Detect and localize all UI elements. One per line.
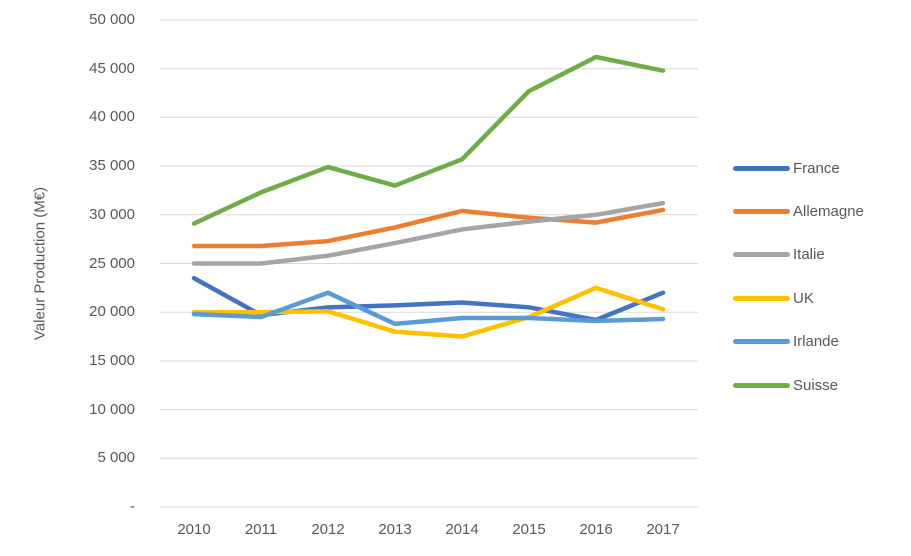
x-tick-label: 2013 [378, 521, 412, 538]
legend-label: UK [793, 289, 814, 307]
y-tick-label: 50 000 [89, 11, 135, 28]
y-tick-label: 15 000 [89, 351, 135, 369]
legend-line-swatch [733, 295, 790, 301]
series-line-allemagne [191, 207, 666, 249]
y-tick-label: 10 000 [89, 400, 135, 418]
legend-line-swatch [733, 208, 790, 214]
legend-line-swatch [733, 382, 790, 388]
legend-label: France [793, 159, 840, 177]
legend-line-swatch [733, 165, 790, 171]
x-tick-label: 2010 [177, 521, 211, 538]
y-tick-label: 30 000 [89, 205, 135, 223]
legend-line-swatch [733, 339, 790, 345]
x-tick-label: 2014 [445, 521, 479, 538]
legend-label: Irlande [793, 333, 839, 351]
legend-item-suisse: Suisse [733, 375, 838, 395]
x-tick-label: 2016 [579, 521, 613, 538]
series-line-suisse [191, 54, 666, 226]
legend-item-uk: UK [733, 288, 814, 308]
x-tick-label: 2017 [646, 521, 680, 538]
x-tick-label: 2015 [512, 521, 546, 538]
y-tick-label: 40 000 [89, 108, 135, 126]
y-tick-label: 25 000 [89, 254, 135, 272]
y-tick-label: 45 000 [89, 59, 135, 77]
y-tick-label: - [130, 498, 135, 515]
legend-line-swatch [733, 252, 790, 258]
x-tick-label: 2011 [244, 521, 278, 538]
legend-label: Italie [793, 246, 825, 264]
series-line-italie [191, 200, 666, 266]
legend-item-france: France [733, 158, 840, 178]
legend-item-irlande: Irlande [733, 332, 839, 352]
y-tick-label: 20 000 [89, 303, 135, 321]
legend-item-allemagne: Allemagne [733, 201, 864, 221]
series-line-irlande [191, 290, 666, 327]
y-tick-label: 5 000 [97, 449, 135, 467]
y-tick-label: 35 000 [89, 157, 135, 175]
x-tick-label: 2012 [311, 521, 345, 538]
legend-label: Allemagne [793, 202, 864, 220]
legend-item-italie: Italie [733, 245, 825, 265]
legend-label: Suisse [793, 376, 839, 394]
